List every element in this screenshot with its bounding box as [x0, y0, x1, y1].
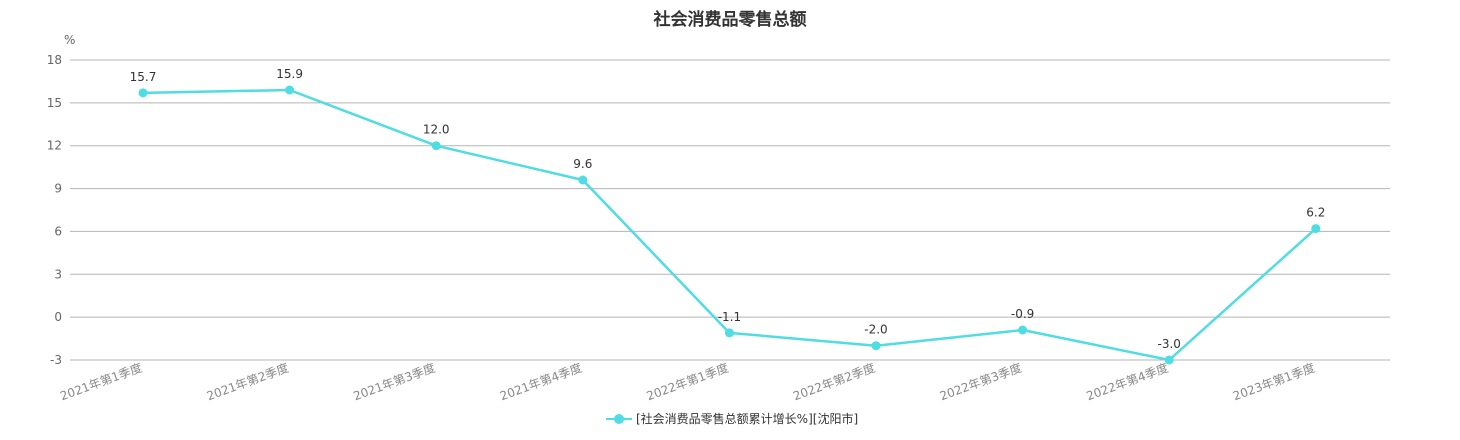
data-point[interactable]: [578, 175, 588, 185]
legend-label: [社会消费品零售总额累计增长%][沈阳市]: [636, 411, 858, 426]
data-point[interactable]: [431, 141, 441, 151]
data-label: -3.0: [1157, 337, 1180, 351]
y-tick-label: 15: [47, 96, 62, 110]
data-label: 12.0: [423, 123, 450, 137]
data-label: 15.7: [130, 70, 157, 84]
y-tick-label: 0: [54, 310, 62, 324]
data-point[interactable]: [724, 328, 734, 338]
data-labels: 15.7 15.9 12.0 9.6 -1.1 -2.0 -0.9 -3.0 6.2: [130, 67, 1326, 351]
data-point[interactable]: [1164, 355, 1174, 365]
x-axis-ticks: 2021年第1季度 2021年第2季度 2021年第3季度 2021年第4季度 2022…: [58, 360, 1317, 404]
data-point[interactable]: [138, 88, 148, 98]
x-tick-label: 2022年第3季度: [938, 360, 1024, 404]
y-tick-label: -3: [50, 353, 62, 367]
x-tick-label: 2022年第1季度: [644, 360, 730, 404]
y-tick-label: 9: [54, 182, 62, 196]
y-tick-label: 12: [47, 139, 62, 153]
data-point[interactable]: [1018, 325, 1028, 335]
data-label: 9.6: [573, 157, 592, 171]
y-tick-label: 6: [54, 224, 62, 238]
grid-lines: [70, 59, 1390, 361]
legend-dot-swatch: [614, 414, 624, 424]
data-label: -1.1: [718, 310, 741, 324]
x-tick-label: 2021年第3季度: [351, 360, 437, 404]
y-tick-label: 18: [47, 53, 62, 67]
x-tick-label: 2021年第1季度: [58, 360, 144, 404]
x-tick-label: 2022年第2季度: [791, 360, 877, 404]
data-label: 6.2: [1306, 206, 1325, 220]
data-point[interactable]: [871, 341, 881, 351]
chart-title: 社会消费品零售总额: [653, 9, 807, 30]
series-layer: [138, 85, 1321, 365]
x-tick-label: 2022年第4季度: [1084, 360, 1170, 404]
y-axis-ticks: -3 0 3 6 9 12 15 18: [47, 53, 62, 367]
data-label: -0.9: [1011, 307, 1034, 321]
x-tick-label: 2023年第1季度: [1231, 360, 1317, 404]
data-point[interactable]: [1311, 224, 1321, 234]
x-tick-label: 2021年第2季度: [205, 360, 291, 404]
data-label: -2.0: [864, 323, 887, 337]
data-point[interactable]: [285, 85, 295, 95]
legend[interactable]: [社会消费品零售总额累计增长%][沈阳市]: [606, 411, 858, 426]
x-tick-label: 2021年第4季度: [498, 360, 584, 404]
y-axis-unit: %: [64, 33, 75, 47]
data-label: 15.9: [276, 67, 303, 81]
y-tick-label: 3: [54, 267, 62, 281]
